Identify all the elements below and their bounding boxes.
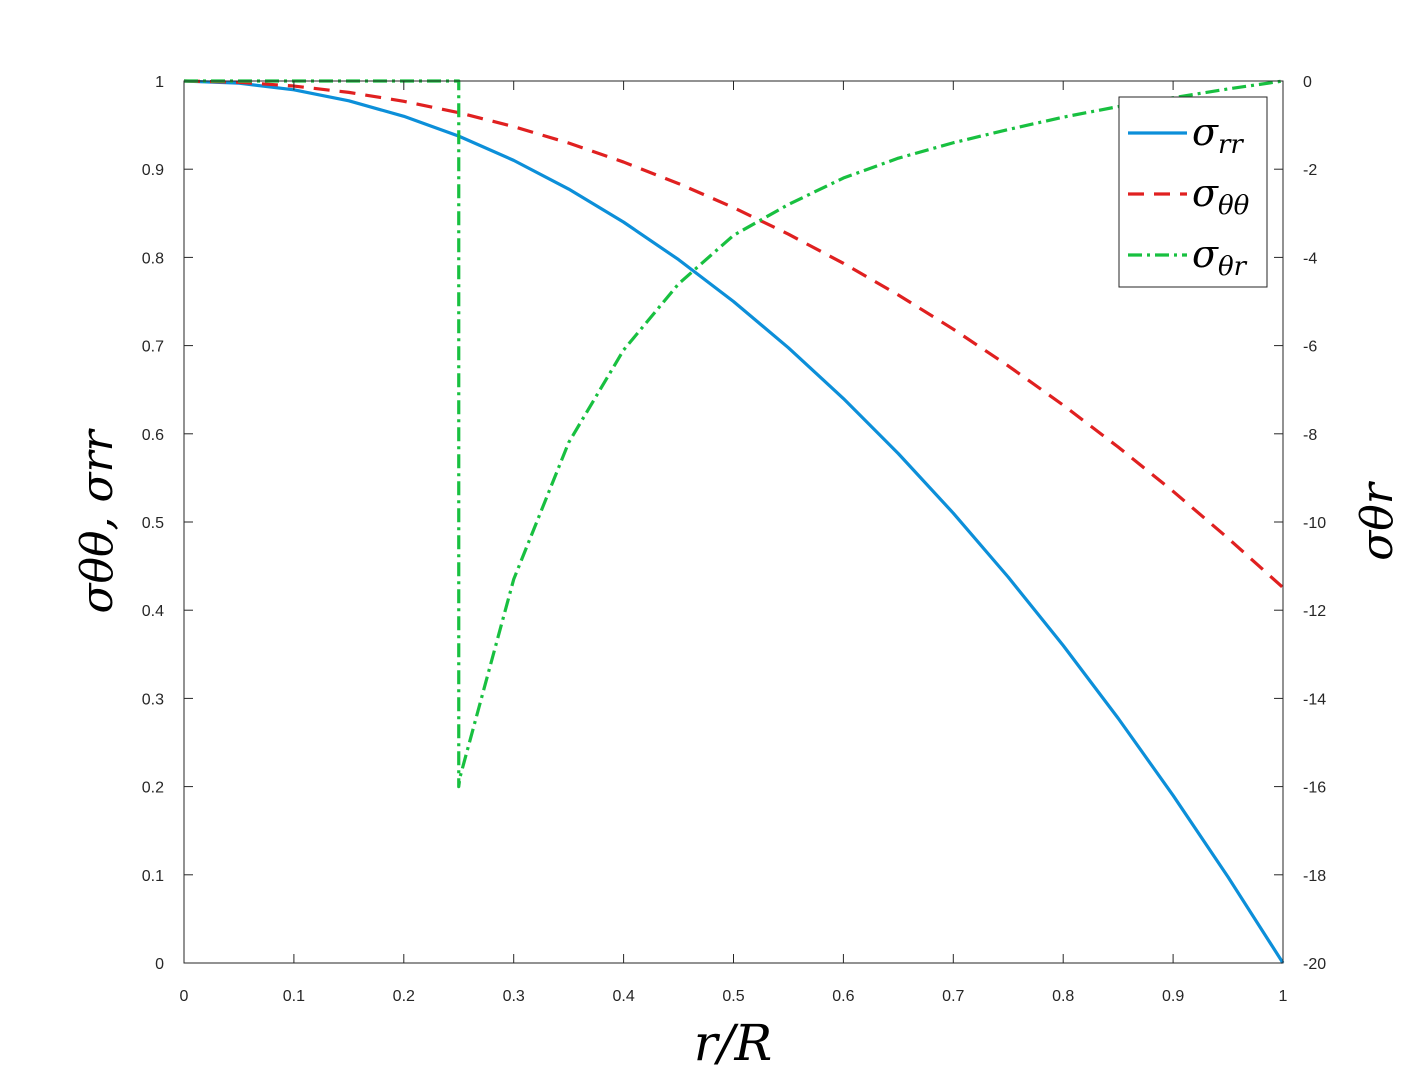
y-right-axis-label: σθr [1352,480,1403,561]
legend-label-subscript: θr [1218,252,1248,282]
x-tick-label: 0.2 [393,988,415,1005]
series-line-1 [183,79,1285,964]
legend-label: σθr [1192,232,1248,282]
x-tick-label: 1 [1279,988,1288,1005]
legend-box [1118,96,1268,288]
y-left-axis-label: σθθ, σrr [72,427,123,613]
y-left-tick-label: 0 [155,956,164,973]
legend-label-subscript: θθ [1218,191,1250,221]
legend-label: σθθ [1192,171,1250,221]
y-left-tick-label: 0.5 [142,515,164,532]
y-left-tick-label: 0.4 [142,603,164,620]
legend-label: σrr [1192,110,1244,160]
series-line-2 [183,79,1285,589]
x-tick-label: 0.6 [832,988,854,1005]
y-right-tick-label: -14 [1303,691,1326,708]
y-right-tick-label: -18 [1303,868,1326,885]
series-layer [183,79,1285,964]
y-left-tick-label: 1 [155,74,164,91]
y-left-tick-label: 0.6 [142,427,164,444]
x-tick-label: 0.8 [1052,988,1074,1005]
y-left-tick-label: 0.1 [142,868,164,885]
legend-label-base: σ [1192,110,1219,154]
y-right-tick-label: -20 [1303,956,1326,973]
y-left-tick-label: 0.3 [142,691,164,708]
y-right-tick-label: -6 [1303,339,1317,356]
y-left-tick-label: 0.9 [142,162,164,179]
legend-label-subscript: rr [1218,130,1244,160]
x-axis-label: r/R [694,1014,772,1072]
series-line-3 [184,79,1284,789]
y-right-tick-label: -8 [1303,427,1317,444]
y-right-tick-label: -10 [1303,515,1326,532]
plot-background [184,81,1283,963]
x-tick-label: 0.1 [283,988,305,1005]
legend-label-base: σ [1192,232,1219,276]
x-tick-label: 0.4 [612,988,634,1005]
x-tick-label: 0.5 [722,988,744,1005]
y-right-tick-label: 0 [1303,74,1312,91]
legend-label-base: σ [1192,171,1219,215]
x-tick-label: 0.7 [942,988,964,1005]
tick-layer: 0 0.1 0.2 0.3 0.4 0.5 0.6 0.7 0.8 0.9 1 0 0.1 0.2 0.3 0… [142,74,1326,1005]
y-left-tick-label: 0.7 [142,339,164,356]
x-tick-label: 0 [180,988,189,1005]
y-left-tick-label: 0.2 [142,780,164,797]
x-tick-label: 0.9 [1162,988,1184,1005]
y-right-tick-label: -12 [1303,603,1326,620]
y-right-tick-label: -2 [1303,162,1317,179]
y-left-tick-label: 0.8 [142,250,164,267]
y-right-tick-label: -4 [1303,250,1317,267]
y-right-tick-label: -16 [1303,780,1326,797]
x-tick-label: 0.3 [503,988,525,1005]
